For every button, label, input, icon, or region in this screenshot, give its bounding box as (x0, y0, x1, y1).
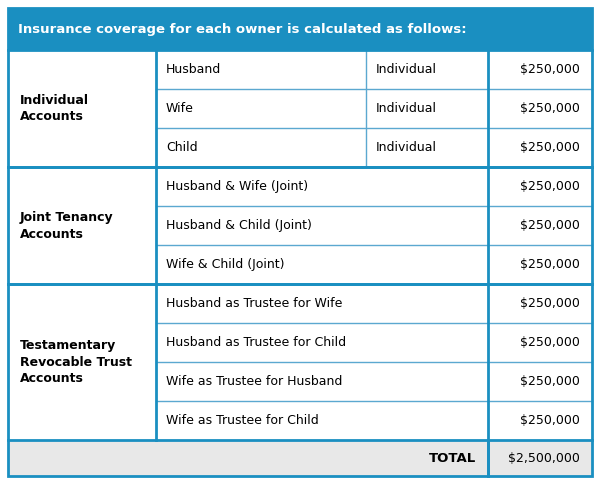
Text: $250,000: $250,000 (520, 258, 580, 271)
Text: Husband as Trustee for Child: Husband as Trustee for Child (166, 336, 346, 349)
Text: Husband: Husband (166, 63, 221, 76)
Text: $2,500,000: $2,500,000 (508, 452, 580, 465)
Text: $250,000: $250,000 (520, 141, 580, 154)
Text: Husband as Trustee for Wife: Husband as Trustee for Wife (166, 297, 343, 310)
Text: Individual: Individual (376, 141, 437, 154)
Text: Testamentary
Revocable Trust
Accounts: Testamentary Revocable Trust Accounts (20, 338, 132, 385)
Text: Child: Child (166, 141, 197, 154)
Text: $250,000: $250,000 (520, 336, 580, 349)
Text: $250,000: $250,000 (520, 297, 580, 310)
Text: $250,000: $250,000 (520, 63, 580, 76)
Text: Individual: Individual (376, 102, 437, 115)
Text: Husband & Child (Joint): Husband & Child (Joint) (166, 219, 312, 232)
Text: Wife: Wife (166, 102, 194, 115)
Text: $250,000: $250,000 (520, 375, 580, 388)
Text: $250,000: $250,000 (520, 414, 580, 427)
Text: TOTAL: TOTAL (429, 452, 476, 465)
Text: $250,000: $250,000 (520, 180, 580, 193)
Bar (8, 440, 592, 476)
Text: Individual
Accounts: Individual Accounts (20, 93, 89, 123)
Text: Wife & Child (Joint): Wife & Child (Joint) (166, 258, 284, 271)
Text: Wife as Trustee for Child: Wife as Trustee for Child (166, 414, 319, 427)
Text: Insurance coverage for each owner is calculated as follows:: Insurance coverage for each owner is cal… (18, 22, 467, 35)
Bar (8, 8, 592, 50)
Text: $250,000: $250,000 (520, 102, 580, 115)
Text: Wife as Trustee for Husband: Wife as Trustee for Husband (166, 375, 343, 388)
Text: $250,000: $250,000 (520, 219, 580, 232)
Text: Joint Tenancy
Accounts: Joint Tenancy Accounts (20, 211, 113, 241)
Bar (8, 50, 592, 440)
Text: Husband & Wife (Joint): Husband & Wife (Joint) (166, 180, 308, 193)
Text: Individual: Individual (376, 63, 437, 76)
